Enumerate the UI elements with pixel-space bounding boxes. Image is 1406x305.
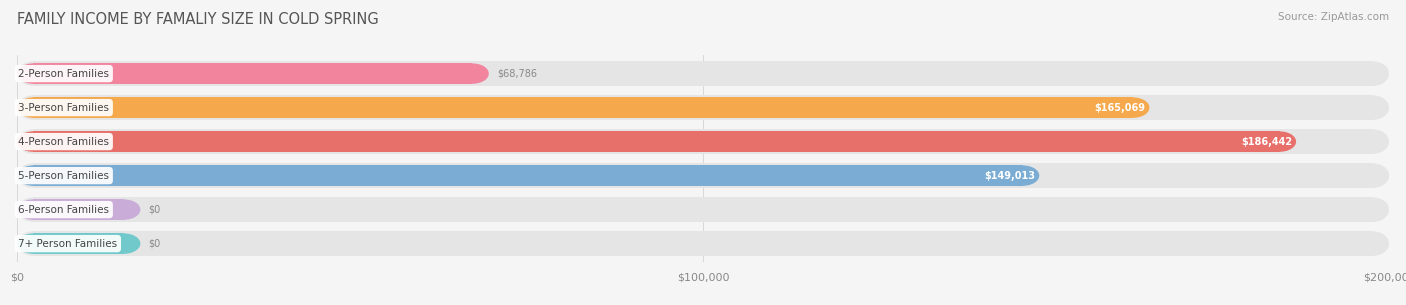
Text: 5-Person Families: 5-Person Families	[18, 170, 110, 181]
Bar	[34, 165, 1022, 186]
Bar	[34, 63, 472, 84]
Ellipse shape	[1357, 231, 1389, 256]
Ellipse shape	[17, 165, 49, 186]
Ellipse shape	[1357, 95, 1389, 120]
Text: FAMILY INCOME BY FAMALIY SIZE IN COLD SPRING: FAMILY INCOME BY FAMALIY SIZE IN COLD SP…	[17, 12, 378, 27]
Ellipse shape	[17, 197, 49, 222]
Text: $165,069: $165,069	[1094, 102, 1146, 113]
Text: 7+ Person Families: 7+ Person Families	[18, 239, 117, 249]
Ellipse shape	[1357, 61, 1389, 86]
Ellipse shape	[17, 63, 49, 84]
Bar	[34, 233, 124, 254]
Ellipse shape	[17, 199, 49, 220]
Bar	[34, 95, 1372, 120]
Text: 2-Person Families: 2-Person Families	[18, 69, 110, 79]
Text: $0: $0	[149, 239, 160, 249]
Text: $149,013: $149,013	[984, 170, 1035, 181]
Ellipse shape	[17, 231, 49, 256]
Bar	[34, 61, 1372, 86]
Bar	[34, 97, 1133, 118]
Ellipse shape	[17, 233, 49, 254]
Ellipse shape	[1263, 131, 1296, 152]
Bar	[34, 131, 1279, 152]
Text: 3-Person Families: 3-Person Families	[18, 102, 110, 113]
Ellipse shape	[17, 61, 49, 86]
Ellipse shape	[17, 95, 49, 120]
Text: 6-Person Families: 6-Person Families	[18, 205, 110, 215]
Bar	[34, 199, 124, 220]
Bar	[34, 197, 1372, 222]
Bar	[34, 163, 1372, 188]
Ellipse shape	[1357, 197, 1389, 222]
Bar	[34, 129, 1372, 154]
Bar	[34, 231, 1372, 256]
Ellipse shape	[1007, 165, 1039, 186]
Ellipse shape	[17, 129, 49, 154]
Ellipse shape	[107, 233, 141, 254]
Text: $186,442: $186,442	[1241, 137, 1292, 147]
Ellipse shape	[1116, 97, 1150, 118]
Ellipse shape	[107, 199, 141, 220]
Text: 4-Person Families: 4-Person Families	[18, 137, 110, 147]
Ellipse shape	[456, 63, 489, 84]
Text: $68,786: $68,786	[498, 69, 537, 79]
Ellipse shape	[1357, 163, 1389, 188]
Text: $0: $0	[149, 205, 160, 215]
Ellipse shape	[17, 97, 49, 118]
Ellipse shape	[17, 163, 49, 188]
Text: Source: ZipAtlas.com: Source: ZipAtlas.com	[1278, 12, 1389, 22]
Ellipse shape	[1357, 129, 1389, 154]
Ellipse shape	[17, 131, 49, 152]
